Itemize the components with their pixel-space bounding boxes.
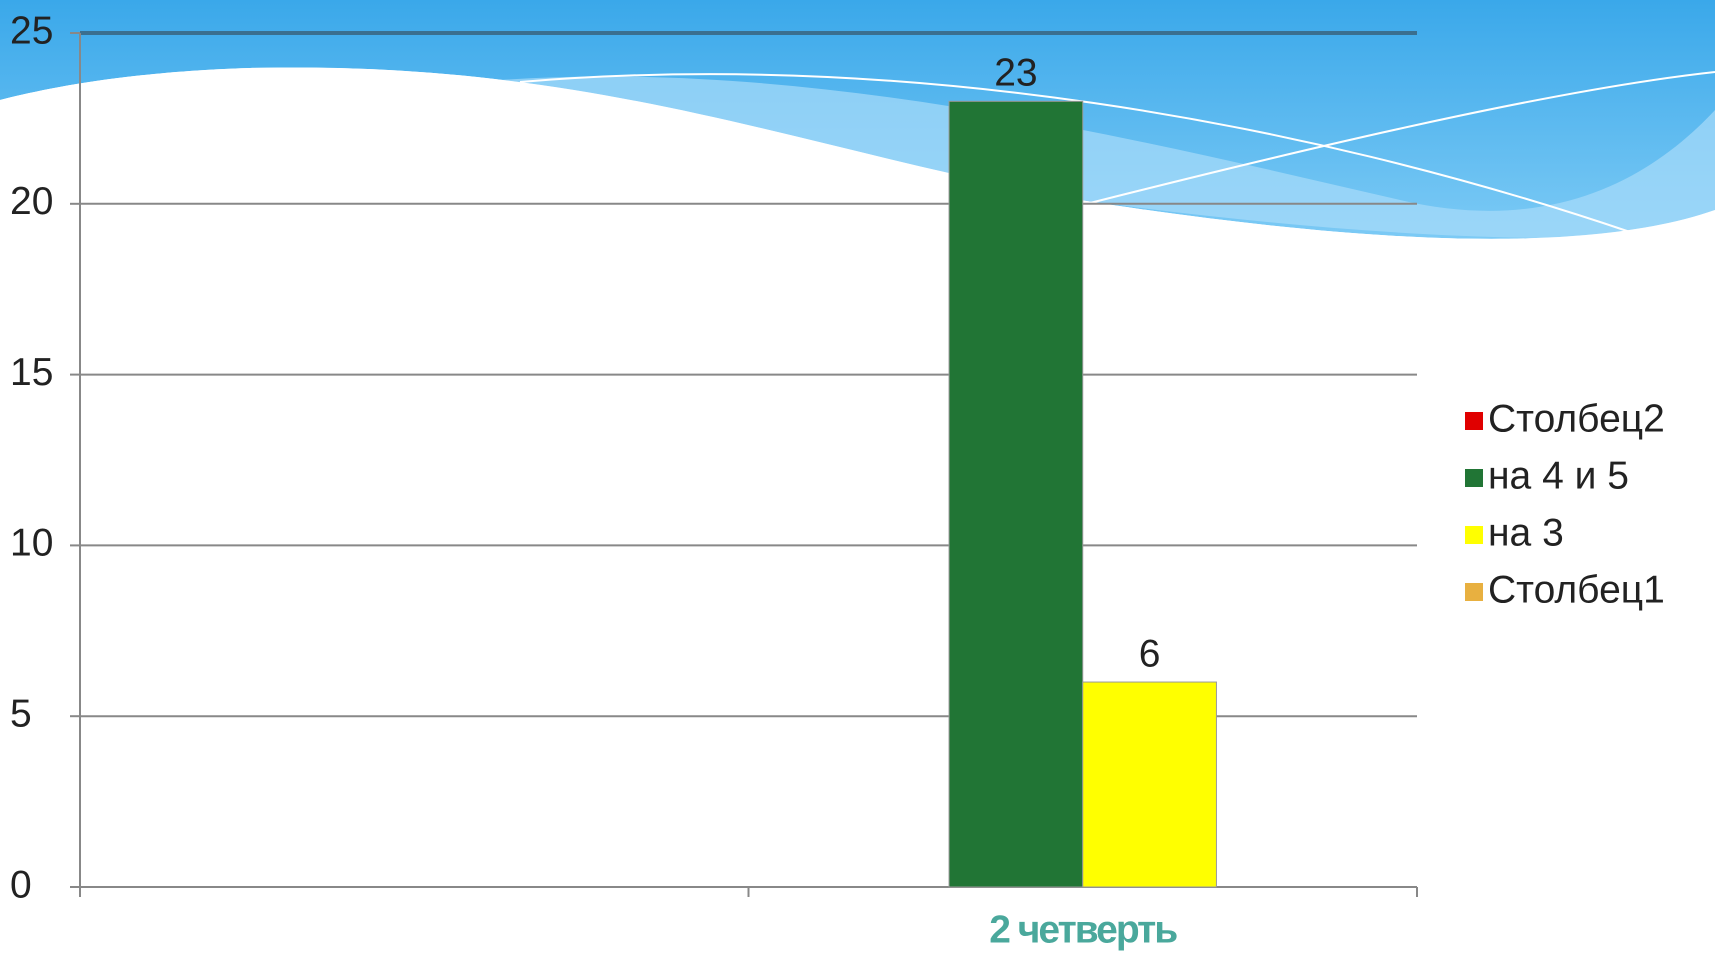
y-tick-label: 25 [10,9,53,52]
y-tick-label: 15 [10,351,53,394]
legend-label: на 4 и 5 [1488,454,1629,497]
legend-swatch [1465,412,1483,430]
page: {"chart_data": {"type": "bar", "categori… [0,0,1715,956]
y-tick-label: 10 [10,522,53,565]
data-label: 23 [994,52,1037,95]
legend-swatch [1465,526,1483,544]
legend-label: Столбец2 [1488,397,1665,440]
legend-swatch [1465,469,1483,487]
y-tick-label: 20 [10,180,53,223]
data-label: 6 [1139,632,1161,675]
y-tick-label: 0 [10,863,32,906]
legend-label: на 3 [1488,511,1564,554]
chart: 0 5 10 15 20 25 2 четверть 23 6 Столбец2 на 4 и 5 н… [0,0,1715,956]
x-tick-label: 2 четверть [989,908,1177,951]
y-tick-label: 5 [10,692,32,735]
legend-label: Столбец1 [1488,568,1665,611]
bar [949,101,1083,887]
bar [1083,682,1217,887]
legend-swatch [1465,583,1483,601]
